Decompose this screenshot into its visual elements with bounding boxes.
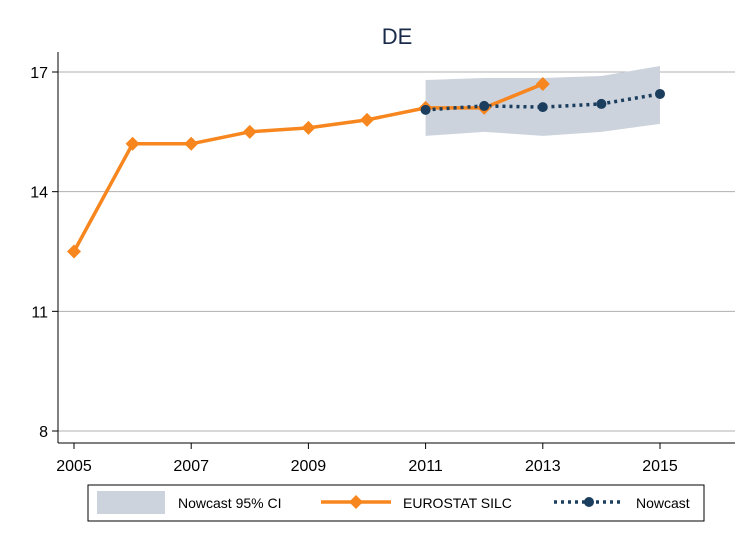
nowcast-point (537, 102, 548, 113)
grid-lines (58, 71, 735, 432)
axes: 8 11 14 17 2005 2007 2009 2011 2013 2015 (30, 52, 735, 475)
x-tick-label: 2015 (642, 458, 678, 475)
ci-band (425, 66, 660, 136)
nowcast-point (420, 104, 431, 115)
nowcast-point (479, 100, 490, 111)
x-tick-label: 2011 (408, 458, 443, 475)
legend-silc-marker (349, 495, 363, 509)
series-layer (67, 76, 665, 259)
nowcast-point (655, 88, 665, 99)
x-tick-label: 2009 (291, 458, 327, 475)
chart-title: DE (382, 24, 413, 49)
silc-point (301, 120, 316, 135)
legend-nowcast-marker (584, 497, 594, 507)
silc-point (360, 112, 374, 127)
legend-label-nowcast: Nowcast (636, 495, 690, 511)
silc-point (67, 244, 81, 259)
ci-band-layer (425, 66, 660, 136)
silc-point (184, 136, 199, 151)
y-tick-label: 8 (39, 424, 48, 441)
y-tick-label: 11 (31, 304, 48, 321)
y-tick-label: 14 (30, 185, 48, 202)
x-tick-label: 2005 (56, 458, 92, 475)
legend-ci-swatch (97, 491, 165, 514)
legend-label-ci: Nowcast 95% CI (178, 495, 281, 511)
legend-label-silc: EUROSTAT SILC (403, 495, 512, 511)
legend-box (87, 484, 705, 522)
nowcast-point (596, 98, 607, 109)
silc-point (125, 136, 140, 151)
silc-point (242, 124, 257, 139)
x-tick-label: 2007 (173, 458, 209, 475)
legend: Nowcast 95% CI EUROSTAT SILC Nowcast (87, 484, 705, 522)
y-tick-label: 17 (30, 65, 48, 82)
silc-point (535, 76, 550, 91)
x-tick-label: 2013 (525, 458, 561, 475)
